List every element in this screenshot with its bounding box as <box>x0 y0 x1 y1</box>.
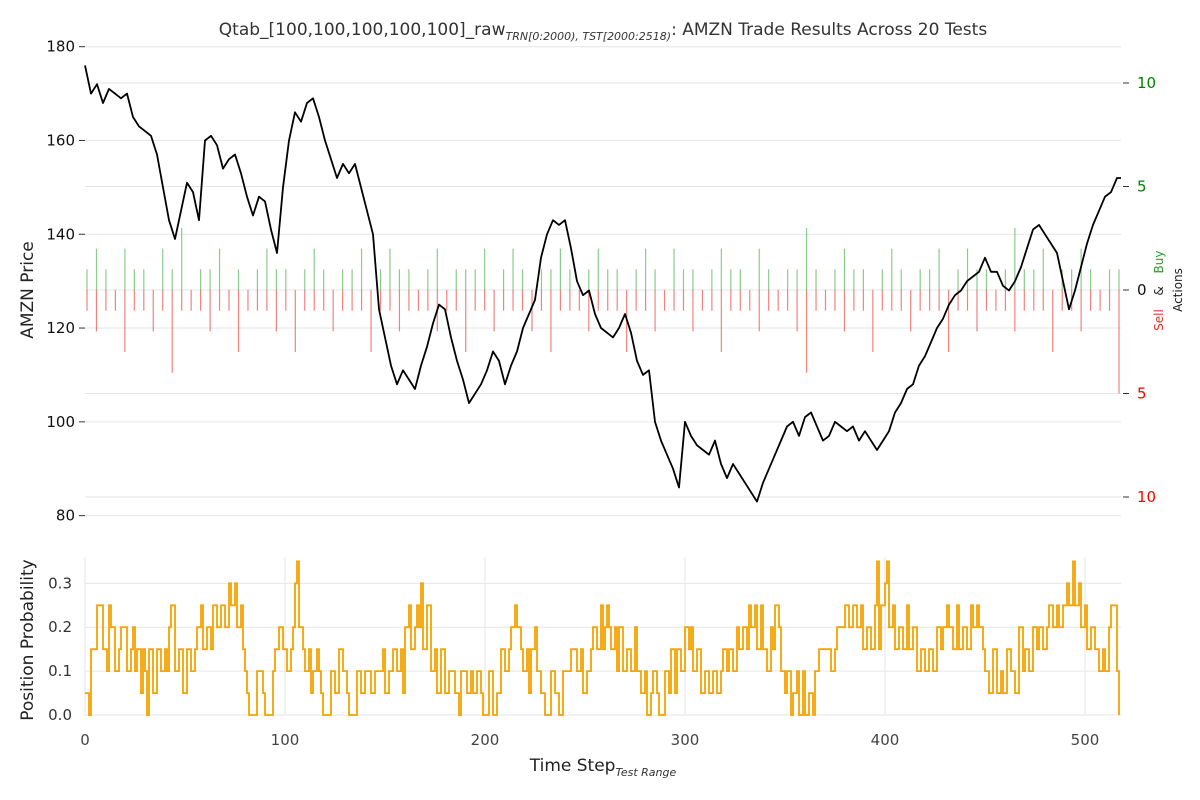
probability-tick-label: 0.2 <box>48 618 72 636</box>
x-tick-label: 0 <box>80 731 90 749</box>
actions-tick-label: 5 <box>1137 385 1147 403</box>
x-tick-label: 100 <box>271 731 300 749</box>
actions-tick-label: 0 <box>1137 281 1147 299</box>
actions-tick-label: 5 <box>1137 178 1147 196</box>
price-axis-label: AMZN Price <box>18 241 38 339</box>
x-axis-label: Time StepTest Range <box>529 756 677 779</box>
x-tick-label: 400 <box>871 731 900 749</box>
probability-tick-label: 0.3 <box>48 574 72 592</box>
probability-axis-label: Position Probability <box>18 559 38 720</box>
actions-axis-label-buy: Buy <box>1152 251 1166 274</box>
probability-tick-label: 0.1 <box>48 662 72 680</box>
actions-tick-label: 10 <box>1137 488 1156 506</box>
actions-axis-label-sell: Sell <box>1152 309 1166 331</box>
price-tick-label: 80 <box>56 507 75 525</box>
price-tick-label: 100 <box>46 413 75 431</box>
actions-tick-label: 10 <box>1137 74 1156 92</box>
x-tick-label: 200 <box>471 731 500 749</box>
chart-title: Qtab_[100,100,100,100,100]_rawTRN[0:2000… <box>219 20 988 43</box>
x-tick-label: 300 <box>671 731 700 749</box>
price-grid <box>79 46 1129 517</box>
probability-line-group <box>85 560 1120 716</box>
price-line-group <box>84 65 1121 503</box>
probability-tick-label: 0.0 <box>48 706 72 724</box>
price-tick-label: 120 <box>46 319 75 337</box>
probability-line <box>85 560 1120 716</box>
price-tick-label: 180 <box>46 38 75 56</box>
tick-labels: 80 100 120 140 160 180 10 5 0 5 10 0.0 0.1 0.2 0.3 0 100… <box>46 38 1156 749</box>
price-line <box>84 65 1121 503</box>
action-bars <box>86 227 1120 394</box>
price-tick-label: 140 <box>46 225 75 243</box>
x-tick-label: 500 <box>1071 731 1100 749</box>
actions-axis-label-and: & <box>1152 286 1166 295</box>
price-tick-label: 160 <box>46 131 75 149</box>
actions-axis-label: Actions <box>1171 268 1185 312</box>
